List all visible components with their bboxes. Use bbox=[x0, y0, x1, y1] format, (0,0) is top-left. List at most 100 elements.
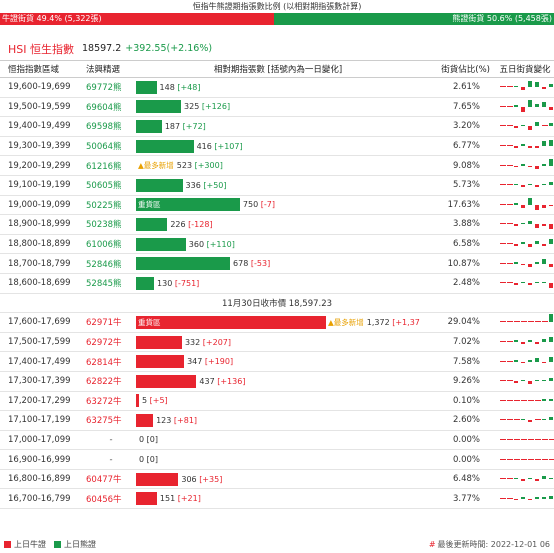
bear-quantity-bar: 重貨區 bbox=[136, 198, 240, 212]
sparkline-bar bbox=[521, 361, 525, 364]
bar-wrap: 226 [-128] bbox=[136, 217, 420, 231]
quantity-bar-cell: 226 [-128] bbox=[136, 214, 420, 235]
table-row[interactable]: 19,500-19,599 69604熊 325 [+126] 7.65% bbox=[0, 97, 554, 118]
table-row[interactable]: 17,400-17,499 62814牛 347 [+190] 7.58% bbox=[0, 351, 554, 372]
quantity-text: 151 [+21] bbox=[157, 494, 201, 503]
table-row[interactable]: 17,600-17,699 62971牛 重貨區 ▲最多新增 1,372 [+1,37 2… bbox=[0, 312, 554, 333]
table-row[interactable]: 19,000-19,099 50225熊 重貨區 750 [-7] 17.63% bbox=[0, 195, 554, 216]
sparkline bbox=[500, 216, 554, 232]
range-cell: 16,900-16,999 bbox=[0, 449, 86, 470]
sparkline-bar bbox=[535, 82, 539, 88]
product-code-link[interactable]: 50064熊 bbox=[86, 136, 136, 157]
product-code-link[interactable]: 62814牛 bbox=[86, 351, 136, 372]
table-row[interactable]: 19,100-19,199 50605熊 336 [+50] 5.73% bbox=[0, 175, 554, 196]
close-price-label: 11月30日收市價 18,597.23 bbox=[0, 293, 554, 314]
range-cell: 17,000-17,099 bbox=[0, 430, 86, 451]
legend-bear-label: 上日熊證 bbox=[64, 540, 96, 549]
product-code-link[interactable]: 62822牛 bbox=[86, 371, 136, 392]
table-row[interactable]: 19,200-19,299 61216熊 ▲最多新增 523 [+300] 9.08% bbox=[0, 155, 554, 176]
close-price-row: 11月30日收市價 18,597.23 bbox=[0, 293, 554, 314]
table-row[interactable]: 18,900-18,999 50238熊 226 [-128] 3.88% bbox=[0, 214, 554, 235]
product-code-link[interactable]: 60477牛 bbox=[86, 469, 136, 490]
sparkline-bar bbox=[549, 106, 553, 111]
quantity-value: 523 bbox=[176, 161, 193, 171]
product-code-link[interactable]: 63275牛 bbox=[86, 410, 136, 431]
percent-cell: 6.77% bbox=[420, 136, 496, 157]
sparkline-bar bbox=[514, 477, 518, 480]
product-code-link[interactable]: 52845熊 bbox=[86, 273, 136, 294]
range-cell: 19,200-19,299 bbox=[0, 155, 86, 176]
quantity-bar-cell: 重貨區 750 [-7] bbox=[136, 195, 420, 216]
five-day-sparkline bbox=[496, 410, 554, 431]
range-cell: 19,300-19,399 bbox=[0, 136, 86, 157]
index-name[interactable]: HSI 恒生指數 bbox=[8, 42, 74, 56]
product-code-link[interactable]: 50238熊 bbox=[86, 214, 136, 235]
product-code-link[interactable]: 69772熊 bbox=[86, 77, 136, 98]
percent-cell: 6.48% bbox=[420, 469, 496, 490]
product-code-link[interactable]: 62972牛 bbox=[86, 332, 136, 353]
table-row[interactable]: 17,300-17,399 62822牛 437 [+136] 9.26% bbox=[0, 371, 554, 392]
sparkline-bar bbox=[521, 342, 525, 344]
five-day-sparkline bbox=[496, 391, 554, 412]
bear-quantity-bar bbox=[136, 178, 183, 192]
table-row[interactable]: 18,600-18,699 52845熊 130 [-751] 2.48% bbox=[0, 273, 554, 294]
product-code-link[interactable]: 61216熊 bbox=[86, 155, 136, 176]
product-code-link[interactable]: 69598熊 bbox=[86, 116, 136, 137]
daily-change: [+110] bbox=[206, 239, 235, 249]
bar-wrap: 151 [+21] bbox=[136, 492, 420, 506]
table-row[interactable]: 19,400-19,499 69598熊 187 [+72] 3.20% bbox=[0, 116, 554, 137]
percent-cell: 0.00% bbox=[420, 449, 496, 470]
quantity-bar-cell: 360 [+110] bbox=[136, 234, 420, 255]
product-code-link[interactable]: 61006熊 bbox=[86, 234, 136, 255]
table-row[interactable]: 19,300-19,399 50064熊 416 [+107] 6.77% bbox=[0, 136, 554, 157]
bull-ratio-segment bbox=[0, 13, 274, 25]
table-row[interactable]: 17,100-17,199 63275牛 123 [+81] 2.60% bbox=[0, 410, 554, 431]
sparkline-bar bbox=[528, 244, 532, 248]
sparkline-bar bbox=[514, 262, 518, 264]
table-row[interactable]: 19,600-19,699 69772熊 148 [+48] 2.61% bbox=[0, 77, 554, 98]
quantity-text: 306 [+35] bbox=[178, 475, 222, 484]
five-day-sparkline bbox=[496, 332, 554, 353]
product-code-link[interactable]: 60456牛 bbox=[86, 488, 136, 510]
bull-quantity-bar bbox=[136, 472, 179, 486]
product-code-link[interactable]: 52846熊 bbox=[86, 253, 136, 274]
daily-change: [+1,372] bbox=[392, 317, 420, 327]
sparkline bbox=[500, 314, 554, 330]
col-header-code: 法興精選 bbox=[86, 60, 136, 78]
table-row[interactable]: 17,200-17,299 63272牛 5 [+5] 0.10% bbox=[0, 391, 554, 412]
table-row[interactable]: 17,500-17,599 62972牛 332 [+207] 7.02% bbox=[0, 332, 554, 353]
five-day-sparkline bbox=[496, 214, 554, 235]
sparkline-bar bbox=[528, 477, 532, 480]
table-row[interactable]: 16,800-16,899 60477牛 306 [+35] 6.48% bbox=[0, 469, 554, 490]
sparkline-bar bbox=[528, 360, 532, 362]
product-code-link[interactable]: 63272牛 bbox=[86, 391, 136, 412]
table-row[interactable]: 16,700-16,799 60456牛 151 [+21] 3.77% bbox=[0, 488, 554, 510]
bear-ratio-label: 熊證街貨 50.6% (5,458張) bbox=[452, 14, 552, 23]
quantity-bar-cell: 123 [+81] bbox=[136, 410, 420, 431]
sparkline-bar bbox=[549, 399, 553, 401]
product-code-link[interactable]: 62971牛 bbox=[86, 312, 136, 333]
range-cell: 17,400-17,499 bbox=[0, 351, 86, 372]
sparkline-bar bbox=[507, 86, 513, 88]
sparkline-bar bbox=[542, 418, 546, 421]
sparkline-bar bbox=[549, 337, 553, 342]
bar-wrap: 130 [-751] bbox=[136, 276, 420, 290]
table-row[interactable]: 16,900-16,999-0 [0] 0.00% bbox=[0, 449, 554, 470]
product-code-link[interactable]: 50225熊 bbox=[86, 195, 136, 216]
table-row[interactable]: 17,000-17,099-0 [0] 0.00% bbox=[0, 430, 554, 451]
sparkline-bar bbox=[521, 144, 525, 147]
five-day-sparkline bbox=[496, 488, 554, 510]
sparkline-bar bbox=[528, 458, 534, 460]
table-row[interactable]: 18,800-18,899 61006熊 360 [+110] 6.58% bbox=[0, 234, 554, 255]
sparkline bbox=[500, 452, 554, 468]
product-code-link[interactable]: 69604熊 bbox=[86, 97, 136, 118]
product-code-link[interactable]: 50605熊 bbox=[86, 175, 136, 196]
sparkline-bar bbox=[535, 224, 539, 228]
quantity-text: 0 [0] bbox=[136, 455, 158, 464]
sparkline-bar bbox=[528, 498, 532, 501]
sparkline bbox=[500, 275, 554, 291]
table-row[interactable]: 18,700-18,799 52846熊 678 [-53] 10.87% bbox=[0, 253, 554, 274]
sparkline-bar bbox=[528, 420, 532, 422]
five-day-sparkline bbox=[496, 351, 554, 372]
